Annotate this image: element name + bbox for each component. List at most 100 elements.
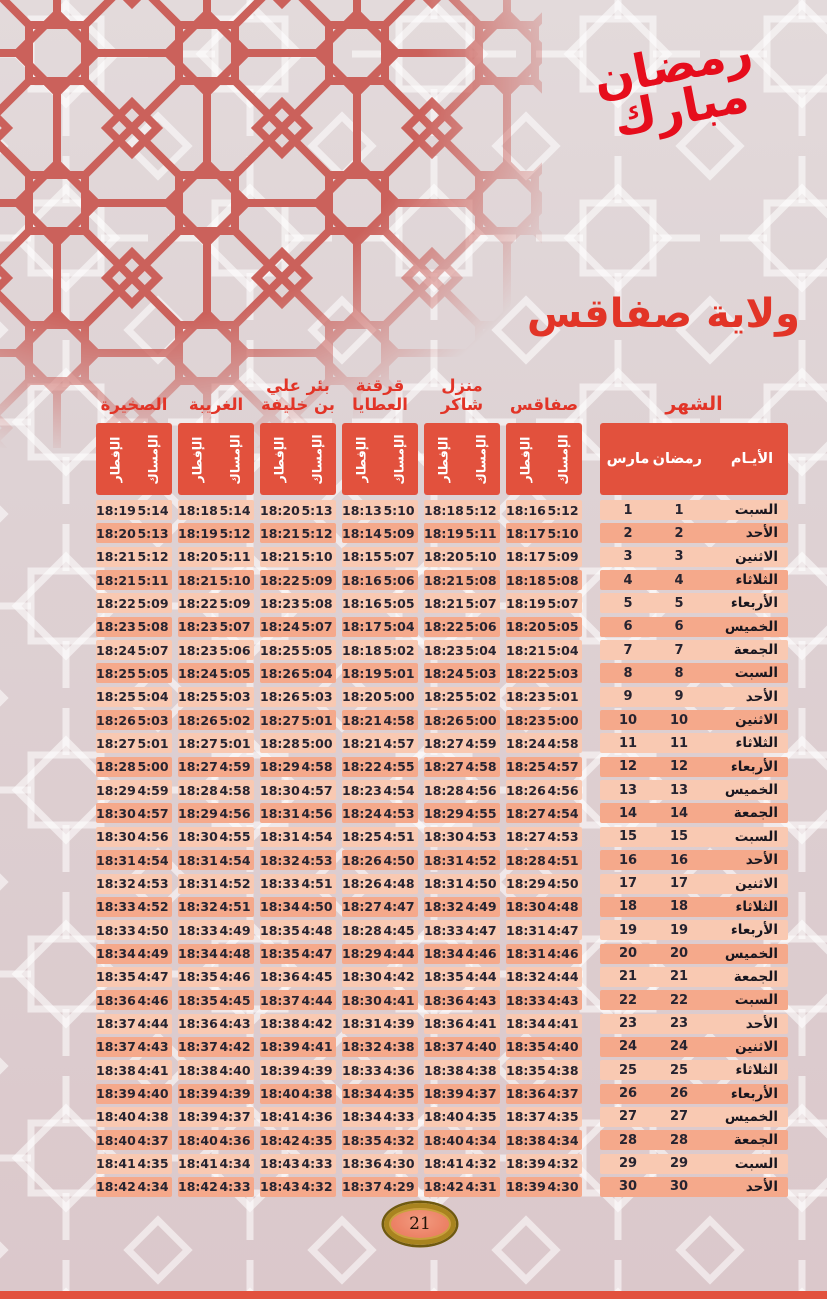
imsak-time: 5:05	[547, 619, 579, 635]
iftar-time: 18:36	[178, 1016, 218, 1032]
month-cell: 4 4 الثلاثاء	[600, 570, 788, 591]
iftar-time: 18:23	[178, 642, 218, 658]
imsak-label-cell: الإمساك	[544, 423, 582, 495]
time-pair-ghraiba: 18:28 4:58	[178, 780, 254, 801]
imsak-time: 5:08	[301, 595, 333, 611]
imsak-time: 4:46	[547, 946, 579, 962]
iftar-time: 18:35	[260, 946, 300, 962]
imsak-time: 5:01	[301, 712, 333, 728]
time-pair-ghraiba: 18:25 5:03	[178, 686, 254, 707]
imsak-time: 4:59	[465, 735, 497, 751]
iftar-time: 18:27	[260, 712, 300, 728]
iftar-time: 18:42	[96, 1179, 136, 1195]
iftar-time: 18:35	[96, 969, 136, 985]
imsak-time: 5:13	[301, 502, 333, 518]
imsak-time: 4:51	[383, 829, 415, 845]
iftar-time: 18:27	[342, 899, 382, 915]
weekday-name: الجمعة	[733, 805, 778, 822]
imsak-time: 4:48	[301, 922, 333, 938]
imsak-time: 4:32	[547, 1156, 579, 1172]
iftar-label: الإفطار	[107, 436, 123, 482]
time-pair-bir-ali: 18:24 5:07	[260, 616, 336, 637]
weekday-name: السبت	[734, 502, 778, 518]
time-pair-bir-ali: 18:31 4:54	[260, 826, 336, 847]
time-pair-bir-ali: 18:43 4:33	[260, 1153, 336, 1174]
column-gap	[588, 920, 594, 940]
imsak-time: 5:14	[137, 502, 169, 518]
time-pair-skhira: 18:21 5:11	[96, 570, 172, 591]
time-pair-bir-ali: 18:27 5:01	[260, 710, 336, 731]
imsak-label-cell: الإمساك	[134, 423, 172, 495]
table-body: 18:19 5:14 18:18 5:14 18:20 5:13 18:13 5:10 …	[96, 500, 788, 1197]
imsak-time: 4:35	[383, 1086, 415, 1102]
time-pair-menzel-chaker: 18:23 5:04	[424, 640, 500, 661]
ramadan-day-number: 15	[669, 829, 689, 845]
imsak-time: 5:07	[137, 642, 169, 658]
ramadan-day-number: 2	[674, 525, 684, 541]
imsak-time: 4:55	[219, 829, 251, 845]
table-row: 18:37 4:43 18:37 4:42 18:39 4:41 18:32 4:38 …	[96, 1036, 788, 1057]
time-pair-skhira: 18:40 4:37	[96, 1130, 172, 1151]
iftar-label: الإفطار	[517, 436, 533, 482]
iftar-time: 18:34	[96, 946, 136, 962]
iftar-time: 18:23	[342, 782, 382, 798]
iftar-time: 18:23	[178, 619, 218, 635]
iftar-time: 18:35	[506, 1039, 546, 1055]
imsak-time: 4:49	[465, 899, 497, 915]
iftar-time: 18:25	[96, 665, 136, 681]
iftar-time: 18:19	[342, 665, 382, 681]
imsak-time: 5:07	[465, 595, 497, 611]
imsak-time: 5:04	[301, 665, 333, 681]
iftar-time: 18:40	[424, 1109, 464, 1125]
ramadan-day-number: 8	[674, 665, 684, 681]
imsak-time: 5:04	[465, 642, 497, 658]
time-pair-sfax: 18:23 5:00	[506, 710, 582, 731]
iftar-time: 18:33	[342, 1062, 382, 1078]
iftar-time: 18:16	[506, 502, 546, 518]
iftar-time: 18:21	[96, 572, 136, 588]
column-gap	[588, 570, 594, 590]
imsak-time: 4:47	[547, 922, 579, 938]
iftar-time: 18:23	[96, 619, 136, 635]
imsak-time: 4:44	[465, 969, 497, 985]
ramadan-day-number: 20	[669, 946, 689, 962]
imsak-time: 4:53	[547, 829, 579, 845]
month-cell: 3 3 الاثنين	[600, 546, 788, 567]
iftar-time: 18:21	[342, 712, 382, 728]
ramadan-day-number: 27	[669, 1109, 689, 1125]
iftar-time: 18:28	[506, 852, 546, 868]
weekday-name: الثلاثاء	[735, 1062, 779, 1079]
mars-day-number: 6	[623, 619, 633, 635]
time-pair-bir-ali: 18:26 5:04	[260, 663, 336, 684]
iftar-time: 18:30	[96, 805, 136, 821]
time-pair-menzel-chaker: 18:28 4:56	[424, 780, 500, 801]
iftar-time: 18:20	[178, 549, 218, 565]
imsak-time: 4:40	[137, 1086, 169, 1102]
mars-day-number: 27	[618, 1109, 638, 1125]
iftar-time: 18:41	[178, 1156, 218, 1172]
ramadan-day-number: 21	[669, 969, 689, 985]
imsak-time: 5:02	[219, 712, 251, 728]
imsak-time: 5:00	[383, 689, 415, 705]
iftar-time: 18:37	[260, 992, 300, 1008]
iftar-time: 18:16	[342, 595, 382, 611]
iftar-label: الإفطار	[435, 436, 451, 482]
time-pair-sfax: 18:35 4:40	[506, 1036, 582, 1057]
imsak-time: 4:33	[383, 1109, 415, 1125]
table-row: 18:29 4:59 18:28 4:58 18:30 4:57 18:23 4:54 …	[96, 780, 788, 801]
mars-day-number: 11	[618, 735, 638, 751]
time-pair-kerkennah: 18:28 4:45	[342, 920, 418, 941]
iftar-time: 18:14	[342, 525, 382, 541]
column-gap	[588, 523, 594, 543]
weekday-name: الأربعاء	[730, 595, 778, 612]
imsak-time: 4:53	[383, 805, 415, 821]
weekday-name: الثلاثاء	[735, 572, 779, 589]
iftar-time: 18:33	[506, 992, 546, 1008]
time-pair-sfax: 18:35 4:38	[506, 1060, 582, 1081]
ramadan-day-number: 28	[669, 1132, 689, 1148]
ramadan-day-number: 6	[674, 619, 684, 635]
imsak-time: 4:45	[383, 922, 415, 938]
imsak-label-cell: الإمساك	[298, 423, 336, 495]
iftar-time: 18:35	[506, 1062, 546, 1078]
imsak-time: 4:43	[547, 992, 579, 1008]
